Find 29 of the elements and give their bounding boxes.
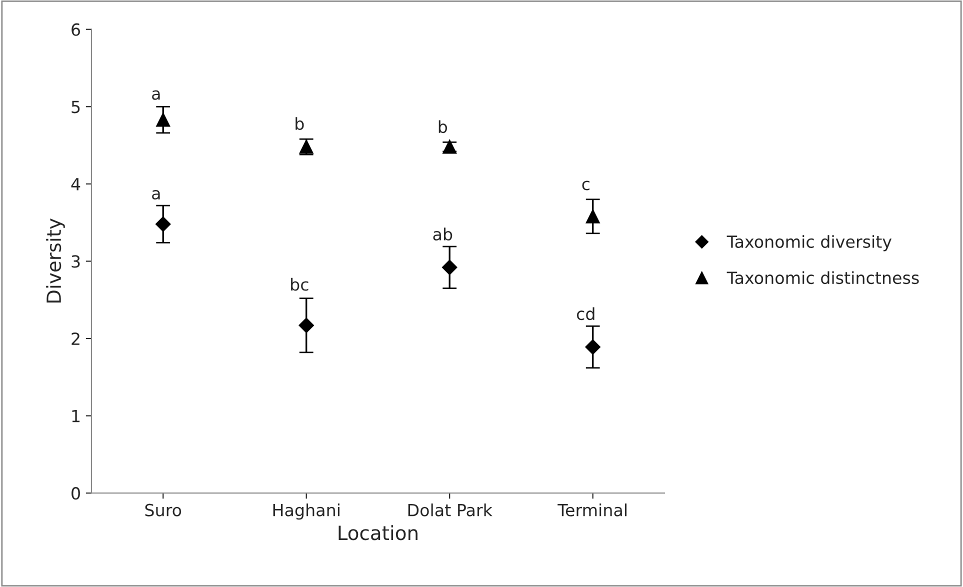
legend-label: Taxonomic distinctness <box>726 271 919 284</box>
x-tick-label: Dolat Park <box>408 503 492 516</box>
point <box>156 216 171 232</box>
y-tick-label: 6 <box>72 23 80 36</box>
annotation: a <box>152 190 160 200</box>
y-axis-title: Diversity <box>46 218 65 303</box>
annotation: ab <box>433 228 452 241</box>
x-axis-title: Location <box>338 525 418 540</box>
annotation: a <box>152 90 160 100</box>
point <box>298 318 314 333</box>
point <box>156 112 170 127</box>
y-tick-label: 3 <box>72 255 80 268</box>
x-tick-label: Haghani <box>273 503 340 520</box>
annotation: b <box>296 117 304 130</box>
y-tick-label: 2 <box>72 332 80 345</box>
y-tick-label: 5 <box>72 100 80 114</box>
legend-label: Taxonomic diversity <box>726 235 892 252</box>
x-tick-label: Suro <box>145 504 182 516</box>
annotation: cd <box>576 307 594 320</box>
y-tick-label: 0 <box>72 487 80 500</box>
annotation: b <box>438 120 448 134</box>
annotation: c <box>582 180 590 190</box>
point <box>585 339 600 355</box>
point <box>442 260 458 275</box>
x-tick-label: Terminal <box>558 503 626 516</box>
annotation: bc <box>291 278 308 291</box>
y-tick-label: 4 <box>71 178 80 190</box>
point <box>586 209 600 224</box>
y-tick-label: 1 <box>72 410 80 422</box>
